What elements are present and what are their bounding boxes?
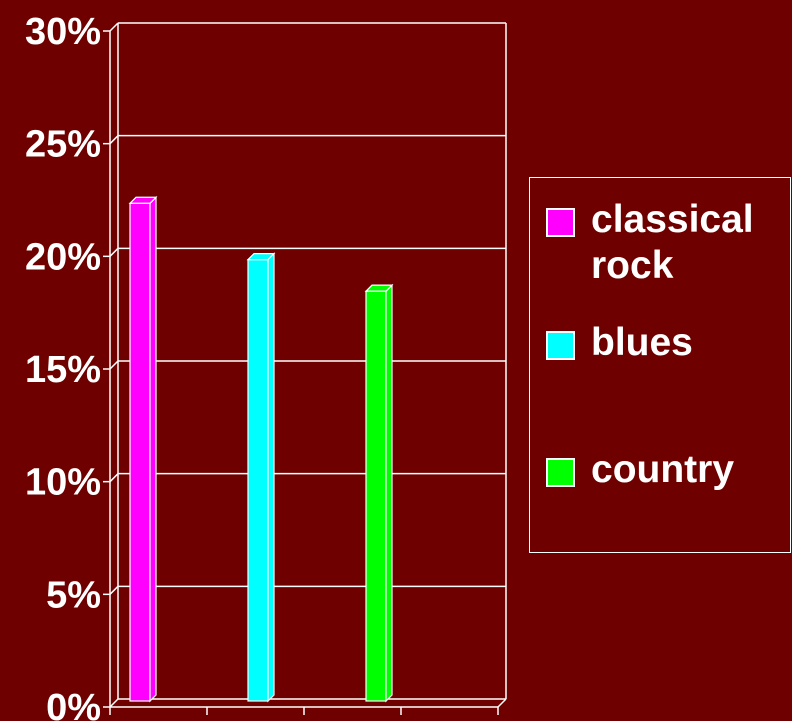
y-tick-label: 5% — [46, 574, 101, 616]
legend-item-country: country — [546, 447, 734, 493]
bar-country — [364, 283, 394, 703]
y-tick-label: 15% — [25, 349, 101, 391]
legend-swatch-classical-rock — [546, 208, 575, 237]
legend-item-blues: blues — [546, 320, 693, 366]
legend-label-blues: blues — [591, 321, 693, 364]
bar-top — [364, 284, 394, 292]
y-tick-label: 10% — [25, 462, 101, 504]
gridline-depth — [109, 585, 119, 595]
y-tick-label: 0% — [46, 687, 101, 721]
legend: classical rock blues country — [529, 177, 791, 553]
gridlines — [109, 22, 506, 708]
bar-top — [246, 253, 276, 261]
legend-item-classical-rock: classical rock — [546, 197, 754, 289]
legend-swatch-country — [546, 458, 575, 487]
legend-label-classical-rock: classical rock — [591, 198, 754, 287]
legend-label-country: country — [591, 448, 735, 491]
gridline-depth — [109, 473, 119, 483]
gridline-depth — [109, 360, 119, 370]
gridline-depth — [109, 135, 119, 145]
gridline-depth — [109, 247, 119, 257]
y-tick-label: 30% — [25, 11, 101, 53]
y-tick-labels: 0% 5% 10% 15% 20% 25% 30% — [25, 11, 101, 721]
bar-classical-rock — [128, 195, 158, 703]
bar-blues — [246, 252, 276, 703]
bar-side — [149, 195, 157, 703]
floor-right-edge — [497, 698, 507, 708]
bar-side — [385, 283, 393, 703]
y-tick-label: 25% — [25, 124, 101, 166]
y-tick-label: 20% — [25, 236, 101, 278]
legend-swatch-blues — [546, 331, 575, 360]
bar-front — [365, 290, 387, 702]
gridline-depth — [109, 698, 119, 708]
gridline-depth — [109, 22, 119, 32]
bar-front — [247, 259, 269, 702]
bar-side — [267, 252, 275, 703]
bar-front — [129, 202, 151, 702]
bar-top — [128, 196, 158, 204]
axes — [103, 23, 507, 715]
bars — [128, 195, 394, 703]
